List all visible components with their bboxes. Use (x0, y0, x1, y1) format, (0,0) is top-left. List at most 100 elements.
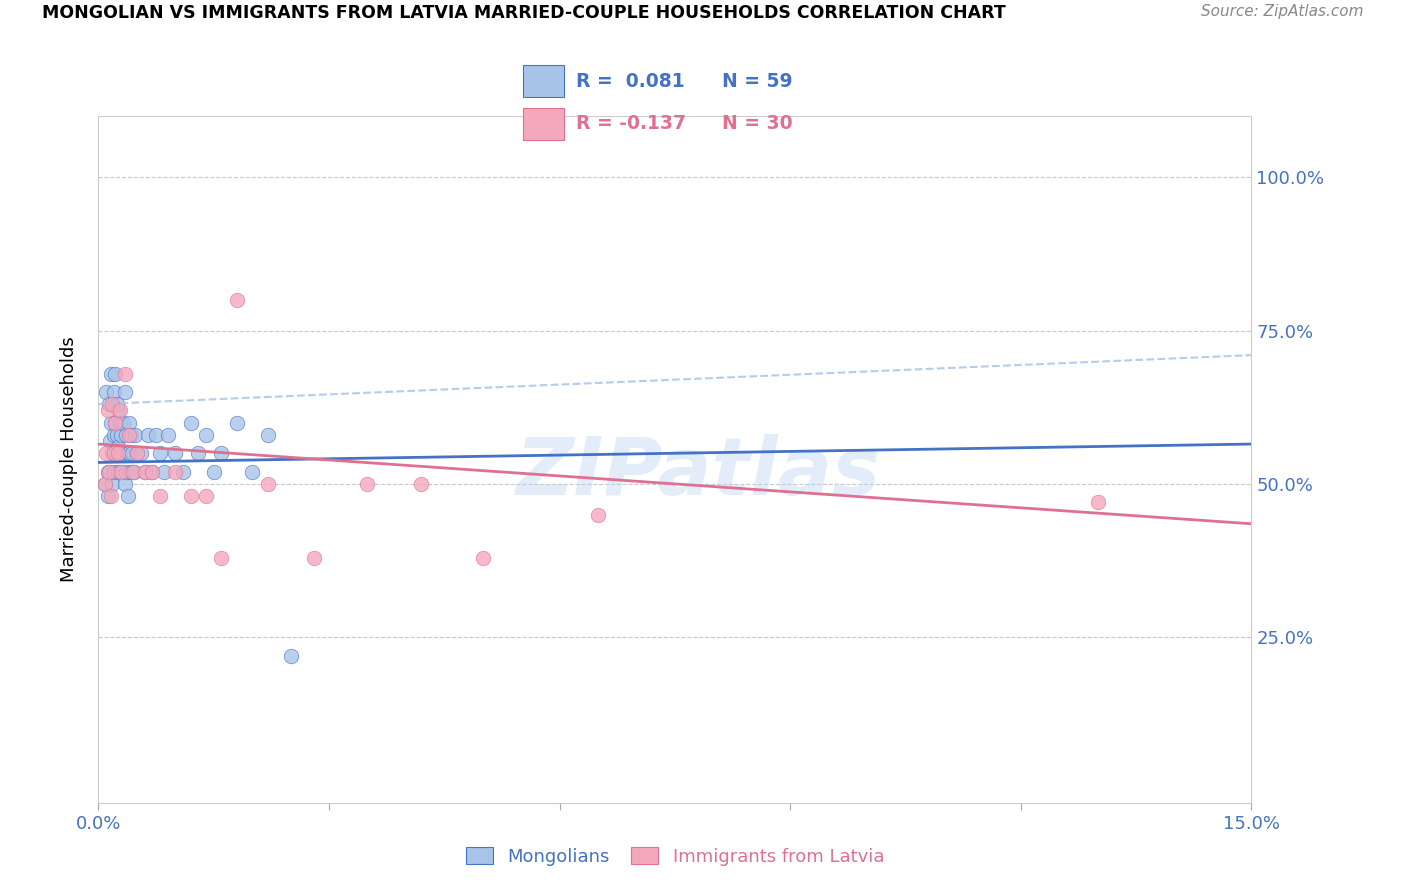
Point (134, 465, 156, 479)
Text: R = -0.137: R = -0.137 (576, 114, 686, 134)
Point (120, 465, 142, 479)
Point (187, 446, 209, 460)
Text: N = 30: N = 30 (723, 114, 793, 134)
Point (471, 550, 494, 565)
Point (225, 293, 247, 307)
FancyBboxPatch shape (523, 108, 564, 140)
Point (202, 465, 225, 479)
Point (103, 465, 125, 479)
Text: ZIPatlas: ZIPatlas (516, 434, 880, 512)
Point (107, 440, 129, 454)
Point (98, 397, 121, 411)
Point (149, 489, 172, 503)
Point (97, 465, 120, 479)
Point (256, 428, 278, 442)
Point (209, 550, 232, 565)
Point (152, 465, 174, 479)
Point (156, 428, 179, 442)
Point (165, 446, 187, 460)
Point (103, 384, 125, 399)
Point (411, 477, 433, 491)
Point (149, 446, 172, 460)
Point (118, 416, 141, 430)
Point (108, 416, 131, 430)
Point (129, 446, 152, 460)
Point (108, 403, 131, 417)
Point (356, 477, 378, 491)
Point (114, 477, 136, 491)
Point (141, 465, 163, 479)
Point (103, 446, 125, 460)
Point (240, 465, 263, 479)
Text: R =  0.081: R = 0.081 (576, 71, 685, 91)
Point (107, 446, 129, 460)
Point (280, 648, 302, 663)
Point (115, 465, 138, 479)
Point (125, 446, 148, 460)
Point (105, 428, 128, 442)
Point (111, 416, 134, 430)
Point (114, 384, 136, 399)
Point (117, 489, 139, 503)
Point (118, 428, 141, 442)
Point (110, 465, 132, 479)
Point (98, 465, 121, 479)
Point (110, 465, 132, 479)
Point (115, 428, 138, 442)
Point (302, 550, 325, 565)
Y-axis label: Married-couple Households: Married-couple Households (59, 336, 77, 582)
Text: MONGOLIAN VS IMMIGRANTS FROM LATVIA MARRIED-COUPLE HOUSEHOLDS CORRELATION CHART: MONGOLIAN VS IMMIGRANTS FROM LATVIA MARR… (42, 4, 1005, 22)
Point (100, 367, 122, 381)
Point (93, 477, 115, 491)
Point (97, 403, 120, 417)
Point (225, 416, 247, 430)
Point (114, 367, 136, 381)
Point (172, 465, 194, 479)
Point (195, 489, 218, 503)
Point (124, 428, 146, 442)
Point (104, 416, 127, 430)
Point (125, 446, 148, 460)
Point (111, 446, 134, 460)
Point (195, 428, 218, 442)
Point (121, 446, 143, 460)
FancyBboxPatch shape (523, 65, 564, 97)
Point (180, 489, 202, 503)
Point (103, 428, 125, 442)
Text: N = 59: N = 59 (723, 71, 793, 91)
Point (122, 465, 145, 479)
Point (134, 465, 156, 479)
Point (104, 367, 127, 381)
Point (165, 465, 187, 479)
Point (256, 477, 278, 491)
Point (107, 403, 129, 417)
Point (108, 446, 131, 460)
Point (101, 397, 124, 411)
Point (141, 465, 163, 479)
Point (122, 465, 145, 479)
Point (117, 446, 139, 460)
Point (180, 416, 202, 430)
Point (118, 446, 141, 460)
Point (145, 428, 167, 442)
Point (101, 477, 124, 491)
Point (100, 489, 122, 503)
Text: Source: ZipAtlas.com: Source: ZipAtlas.com (1201, 4, 1364, 20)
Point (93, 477, 115, 491)
Legend: Mongolians, Immigrants from Latvia: Mongolians, Immigrants from Latvia (458, 839, 891, 872)
Point (1087, 495, 1109, 509)
Point (104, 416, 127, 430)
Point (110, 428, 132, 442)
Point (105, 397, 128, 411)
Point (209, 446, 232, 460)
Point (94, 446, 117, 460)
Point (97, 489, 120, 503)
Point (107, 465, 129, 479)
Point (98, 434, 121, 448)
Point (94, 384, 117, 399)
Point (101, 446, 124, 460)
Point (100, 416, 122, 430)
Point (138, 428, 160, 442)
Point (586, 508, 609, 522)
Point (120, 428, 142, 442)
